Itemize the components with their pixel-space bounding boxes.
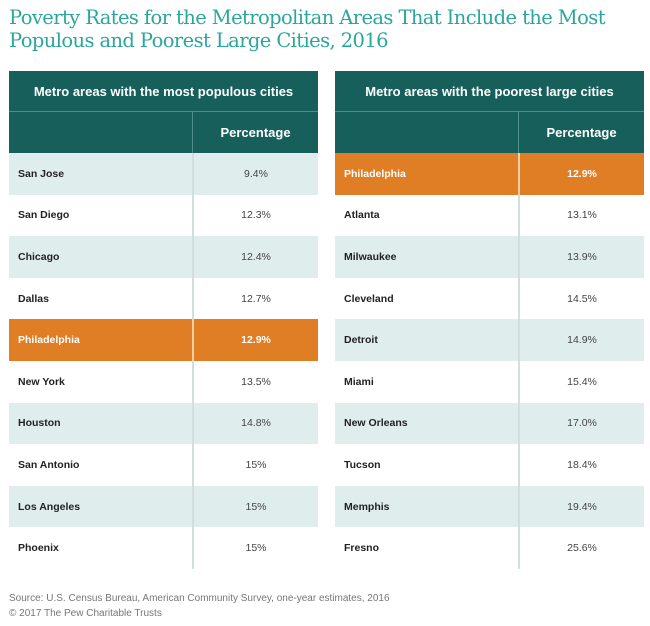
copyright: © 2017 The Pew Charitable Trusts [9, 608, 162, 619]
table-heading: Metro areas with the most populous citie… [9, 71, 318, 112]
metro-name: New Orleans [335, 402, 520, 445]
page-title: Poverty Rates for the Metropolitan Areas… [9, 6, 606, 52]
table-body: San Jose 9.4% San Diego 12.3% Chicago 12.4% Da… [9, 153, 318, 569]
table-row: Dallas 12.7% [9, 277, 318, 320]
poverty-percentage: 15% [245, 542, 267, 555]
table-heading: Metro areas with the poorest large citie… [335, 71, 644, 112]
metro-name: Detroit [335, 319, 520, 361]
poverty-percentage: 14.9% [567, 334, 597, 347]
metro-name: Miami [335, 360, 520, 403]
poverty-percentage: 18.4% [567, 458, 597, 471]
metro-name: Tucson [335, 444, 520, 486]
metro-name: San Diego [9, 194, 194, 237]
metro-name: Dallas [9, 277, 194, 320]
table-row: Philadelphia 12.9% [9, 319, 318, 361]
metro-name: Milwaukee [335, 236, 520, 278]
column-header-row: Percentage [9, 112, 318, 153]
table-row: Cleveland 14.5% [335, 277, 644, 320]
poverty-percentage: 17.0% [567, 417, 597, 430]
column-header-name [335, 112, 519, 153]
metro-name: Philadelphia [9, 319, 194, 361]
poverty-percentage: 14.5% [567, 292, 597, 305]
metro-name: Houston [9, 402, 194, 445]
table-most-populous: Metro areas with the most populous citie… [9, 71, 318, 569]
metro-name: New York [9, 360, 194, 403]
poverty-percentage: 15.4% [567, 375, 597, 388]
metro-name: Philadelphia [335, 153, 520, 195]
table-row: Philadelphia 12.9% [335, 153, 644, 195]
metro-name: Phoenix [9, 527, 194, 569]
poverty-percentage: 12.7% [241, 292, 271, 305]
metro-name: Chicago [9, 236, 194, 278]
poverty-percentage: 14.8% [241, 417, 271, 430]
metro-name: Fresno [335, 527, 520, 569]
table-row: Los Angeles 15% [9, 485, 318, 528]
table-row: San Diego 12.3% [9, 194, 318, 237]
table-row: Memphis 19.4% [335, 485, 644, 528]
table-poorest: Metro areas with the poorest large citie… [335, 71, 644, 569]
metro-name: San Jose [9, 153, 194, 195]
footer: Source: U.S. Census Bureau, American Com… [9, 591, 390, 621]
poverty-percentage: 19.4% [567, 500, 597, 513]
table-row: San Jose 9.4% [9, 153, 318, 195]
table-row: Miami 15.4% [335, 360, 644, 403]
poverty-percentage: 15% [245, 500, 267, 513]
metro-name: Cleveland [335, 277, 520, 320]
table-row: Fresno 25.6% [335, 527, 644, 569]
metro-name: Atlanta [335, 194, 520, 237]
table-row: Houston 14.8% [9, 402, 318, 445]
metro-name: San Antonio [9, 444, 194, 486]
table-row: New York 13.5% [9, 360, 318, 403]
poverty-percentage: 15% [245, 458, 267, 471]
table-row: Phoenix 15% [9, 527, 318, 569]
table-row: San Antonio 15% [9, 444, 318, 486]
table-row: New Orleans 17.0% [335, 402, 644, 445]
poverty-percentage: 12.4% [241, 250, 271, 263]
table-row: Milwaukee 13.9% [335, 236, 644, 278]
poverty-percentage: 25.6% [567, 542, 597, 555]
poverty-percentage: 12.9% [567, 167, 597, 180]
poverty-percentage: 13.5% [241, 375, 271, 388]
poverty-percentage: 12.3% [241, 209, 271, 222]
table-row: Atlanta 13.1% [335, 194, 644, 237]
poverty-percentage: 9.4% [244, 167, 268, 180]
column-header-row: Percentage [335, 112, 644, 153]
metro-name: Memphis [335, 485, 520, 528]
table-row: Chicago 12.4% [9, 236, 318, 278]
source-note: Source: U.S. Census Bureau, American Com… [9, 593, 390, 604]
poverty-percentage: 13.1% [567, 209, 597, 222]
column-header-percentage: Percentage [220, 125, 291, 140]
table-body: Philadelphia 12.9% Atlanta 13.1% Milwaukee 13… [335, 153, 644, 569]
column-header-percentage: Percentage [546, 125, 617, 140]
poverty-percentage: 13.9% [567, 250, 597, 263]
metro-name: Los Angeles [9, 485, 194, 528]
column-header-name [9, 112, 193, 153]
table-row: Detroit 14.9% [335, 319, 644, 361]
table-row: Tucson 18.4% [335, 444, 644, 486]
poverty-percentage: 12.9% [241, 334, 271, 347]
